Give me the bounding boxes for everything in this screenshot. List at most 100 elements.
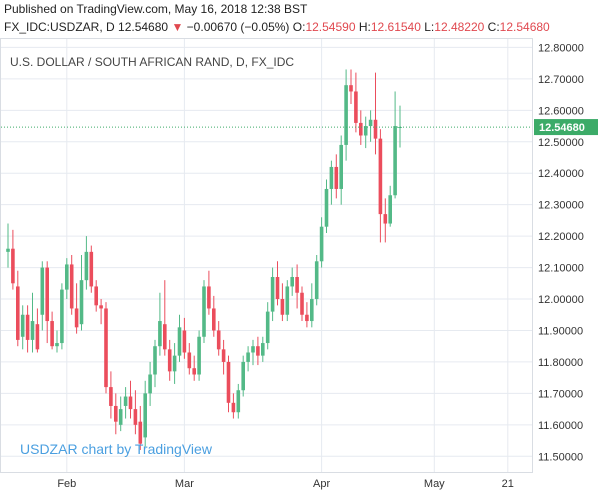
candle[interactable] [153, 339, 157, 388]
candle[interactable] [148, 361, 152, 406]
candle[interactable] [226, 355, 231, 413]
candle[interactable] [45, 261, 49, 344]
plot-area[interactable] [0, 38, 533, 473]
change-down-icon: ▼ [171, 20, 184, 34]
candle[interactable] [158, 292, 162, 356]
candle[interactable] [236, 383, 241, 419]
candle[interactable] [314, 255, 319, 306]
candle[interactable] [310, 283, 314, 328]
candle[interactable] [300, 286, 304, 322]
candle-body [128, 396, 133, 410]
candle[interactable] [202, 280, 206, 344]
candle[interactable] [251, 339, 255, 366]
candle[interactable] [319, 217, 324, 268]
candle[interactable] [192, 355, 196, 381]
candle[interactable] [359, 110, 363, 145]
candle[interactable] [221, 339, 226, 375]
candle[interactable] [123, 387, 128, 419]
candle[interactable] [167, 339, 172, 381]
candle[interactable] [378, 129, 383, 243]
candle[interactable] [212, 295, 216, 337]
candle[interactable] [16, 270, 20, 347]
candle[interactable] [270, 267, 275, 322]
candle[interactable] [55, 330, 59, 353]
candle[interactable] [30, 292, 35, 353]
candle[interactable] [177, 314, 182, 362]
candle[interactable] [104, 302, 108, 394]
candle[interactable] [290, 267, 294, 296]
candle-body [236, 390, 241, 413]
candle[interactable] [25, 305, 30, 353]
candle[interactable] [256, 336, 260, 366]
candle[interactable] [197, 330, 201, 381]
candle[interactable] [231, 393, 236, 419]
candle[interactable] [182, 317, 187, 359]
candle[interactable] [324, 179, 329, 233]
candle[interactable] [363, 116, 368, 149]
chart-frame[interactable]: 11.50000 11.60000 11.70000 11.80000 11.90000… [0, 38, 603, 493]
candle[interactable] [94, 280, 98, 312]
candle[interactable] [60, 283, 64, 350]
candlestick-chart[interactable]: 11.50000 11.60000 11.70000 11.80000 11.90000… [0, 38, 603, 493]
candle-body [74, 308, 79, 328]
candle-body [265, 311, 270, 344]
candle[interactable] [35, 308, 40, 353]
candle-body [251, 346, 255, 353]
candle-body [319, 226, 324, 262]
y-tick-label: 12.40000 [538, 168, 584, 180]
candle[interactable] [133, 390, 138, 435]
candle[interactable] [65, 258, 69, 300]
candle[interactable] [11, 229, 15, 290]
candle[interactable] [50, 311, 54, 350]
candle[interactable] [241, 355, 245, 397]
candle[interactable] [368, 110, 373, 142]
candle[interactable] [114, 393, 118, 435]
candle-body [109, 387, 113, 406]
candle[interactable] [109, 371, 113, 419]
candle[interactable] [285, 280, 290, 322]
candle[interactable] [280, 283, 285, 322]
candle[interactable] [349, 69, 353, 105]
candle[interactable] [295, 264, 299, 309]
candle[interactable] [163, 280, 167, 356]
candle[interactable] [69, 255, 74, 315]
candle[interactable] [246, 346, 250, 372]
y-tick-label: 12.20000 [538, 231, 584, 243]
candle[interactable] [172, 343, 177, 384]
candle[interactable] [275, 261, 280, 306]
candle[interactable] [383, 198, 388, 243]
candle[interactable] [354, 72, 358, 133]
candle[interactable] [373, 72, 378, 155]
candle[interactable] [305, 302, 309, 328]
candle[interactable] [344, 69, 348, 161]
candle[interactable] [261, 336, 265, 362]
candle[interactable] [74, 283, 79, 334]
open-value: 12.54590 [305, 20, 356, 34]
candle[interactable] [187, 343, 192, 375]
candle[interactable] [118, 396, 123, 432]
close-label: C: [487, 20, 500, 34]
candle-body [79, 280, 84, 325]
candle[interactable] [216, 321, 221, 356]
candle[interactable] [339, 135, 343, 205]
candle-body [373, 119, 378, 139]
candle[interactable] [393, 91, 397, 199]
candle[interactable] [265, 302, 270, 350]
candle[interactable] [40, 261, 45, 331]
candle-body [241, 361, 245, 391]
candle[interactable] [329, 160, 334, 205]
candle[interactable] [388, 185, 392, 227]
candle[interactable] [84, 236, 89, 290]
candle[interactable] [207, 270, 211, 315]
candle[interactable] [143, 380, 147, 447]
open-label: O: [292, 20, 306, 34]
candle[interactable] [128, 380, 133, 419]
candle[interactable] [138, 405, 143, 450]
candle[interactable] [334, 154, 339, 199]
candle[interactable] [89, 245, 94, 293]
candle-body [172, 355, 177, 372]
candle[interactable] [99, 299, 103, 325]
candle[interactable] [6, 223, 10, 268]
candle[interactable] [79, 255, 84, 331]
candle[interactable] [20, 305, 25, 350]
